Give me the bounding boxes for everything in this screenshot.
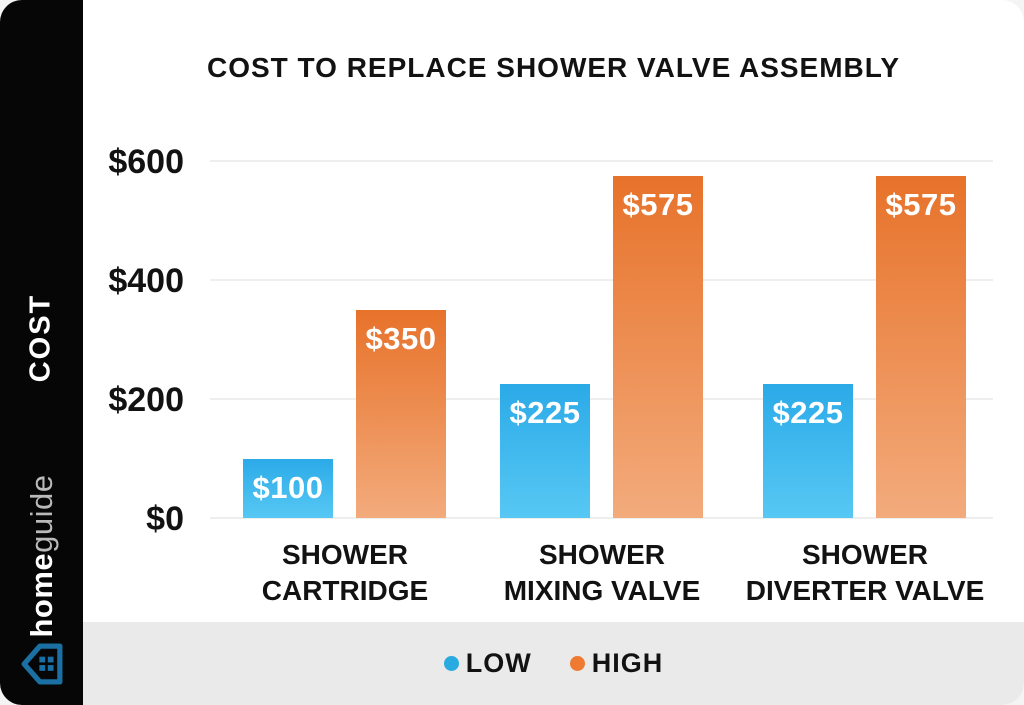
bar-low-1: $100 — [243, 458, 333, 518]
bar-value-label: $225 — [509, 395, 581, 431]
sidebar: COST homeguide — [0, 0, 83, 705]
bar-value-label: $225 — [772, 395, 844, 431]
brand-logo: homeguide — [24, 474, 60, 637]
bar-low-3: $225 — [763, 384, 853, 518]
category-label: SHOWER MIXING VALVE — [503, 539, 701, 606]
bar-low-2: $225 — [500, 384, 590, 518]
bar-high-3: $575 — [876, 175, 966, 518]
bar-value-label: $100 — [252, 469, 324, 505]
gridline — [210, 517, 993, 519]
legend-item-low: LOW — [443, 648, 532, 679]
legend: LOW HIGH — [443, 648, 664, 679]
gridline — [210, 398, 993, 400]
y-tick-label: $200 — [108, 381, 184, 419]
bar-value-label: $350 — [365, 320, 437, 356]
brand-home: home — [24, 552, 59, 638]
bar-value-label: $575 — [885, 186, 957, 222]
gridline — [210, 279, 993, 281]
y-axis-title: COST — [24, 293, 57, 383]
chart-title: COST TO REPLACE SHOWER VALVE ASSEMBLY — [206, 52, 900, 83]
house-icon — [21, 643, 63, 685]
footer: LOW HIGH — [83, 622, 1024, 705]
gridline — [210, 160, 993, 162]
legend-item-high: HIGH — [569, 648, 664, 679]
y-tick-label: $400 — [108, 262, 184, 300]
bar-high-1: $350 — [356, 309, 446, 518]
brand-guide: guide — [24, 474, 59, 553]
category-label: SHOWER DIVERTER VALVE — [745, 539, 985, 606]
legend-dot-low — [443, 656, 459, 671]
legend-label: HIGH — [591, 648, 664, 678]
category-label: SHOWER CARTRIDGE — [261, 539, 429, 606]
bar-high-2: $575 — [613, 175, 703, 518]
legend-label: LOW — [465, 648, 532, 678]
y-tick-label: $0 — [146, 500, 184, 538]
legend-dot-high — [569, 656, 585, 671]
y-tick-label: $600 — [108, 143, 184, 181]
bar-value-label: $575 — [622, 186, 694, 222]
